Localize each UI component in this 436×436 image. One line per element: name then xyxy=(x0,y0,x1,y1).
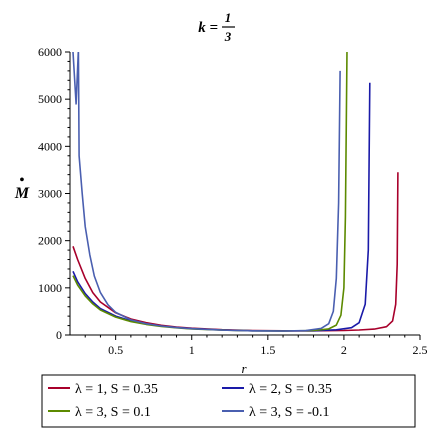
title-denominator: 3 xyxy=(224,29,232,44)
x-tick-label: 1 xyxy=(189,343,195,357)
series-line-3 xyxy=(72,52,348,332)
y-axis-title-dot: • xyxy=(20,173,25,188)
x-tick-label: 2 xyxy=(341,343,347,357)
legend-items: λ = 1, S = 0.35 λ = 2, S = 0.35 λ = 3, S =… xyxy=(48,382,332,420)
y-axis-title-text: M xyxy=(14,185,30,202)
y-axis-title: • M xyxy=(14,173,30,202)
legend-label-4: λ = 3, S = -0.1 xyxy=(249,405,330,420)
title-lhs: k = xyxy=(198,20,218,36)
series-line-4 xyxy=(72,52,341,332)
series-line-1 xyxy=(72,172,399,332)
x-tick-label: 1.5 xyxy=(260,343,275,357)
legend-box xyxy=(41,374,416,428)
legend-label-1: λ = 1, S = 0.35 xyxy=(75,382,158,397)
legend-label-2: λ = 2, S = 0.35 xyxy=(249,382,332,397)
plot-area: 0 1000 2000 3000 4000 5000 6000 0.5 1 1.5 2 2.5 xyxy=(38,45,428,357)
series-line-2 xyxy=(72,82,371,332)
y-tick-label: 3000 xyxy=(38,187,62,201)
x-tick-label: 2.5 xyxy=(413,343,428,357)
x-axis-title: r xyxy=(241,361,247,376)
x-tick-label: 0.5 xyxy=(108,343,123,357)
y-tick-label: 6000 xyxy=(38,45,62,59)
legend-label-3: λ = 3, S = 0.1 xyxy=(75,405,151,420)
series-group xyxy=(72,52,399,332)
legend: λ = 1, S = 0.35 λ = 2, S = 0.35 λ = 3, S =… xyxy=(41,374,416,428)
y-tick-label: 5000 xyxy=(38,92,62,106)
title-numerator: 1 xyxy=(225,10,232,25)
y-tick-label: 0 xyxy=(56,328,62,342)
y-tick-label: 2000 xyxy=(38,234,62,248)
chart-title: k = 1 3 xyxy=(198,10,235,44)
y-tick-label: 4000 xyxy=(38,139,62,153)
y-tick-label: 1000 xyxy=(38,281,62,295)
